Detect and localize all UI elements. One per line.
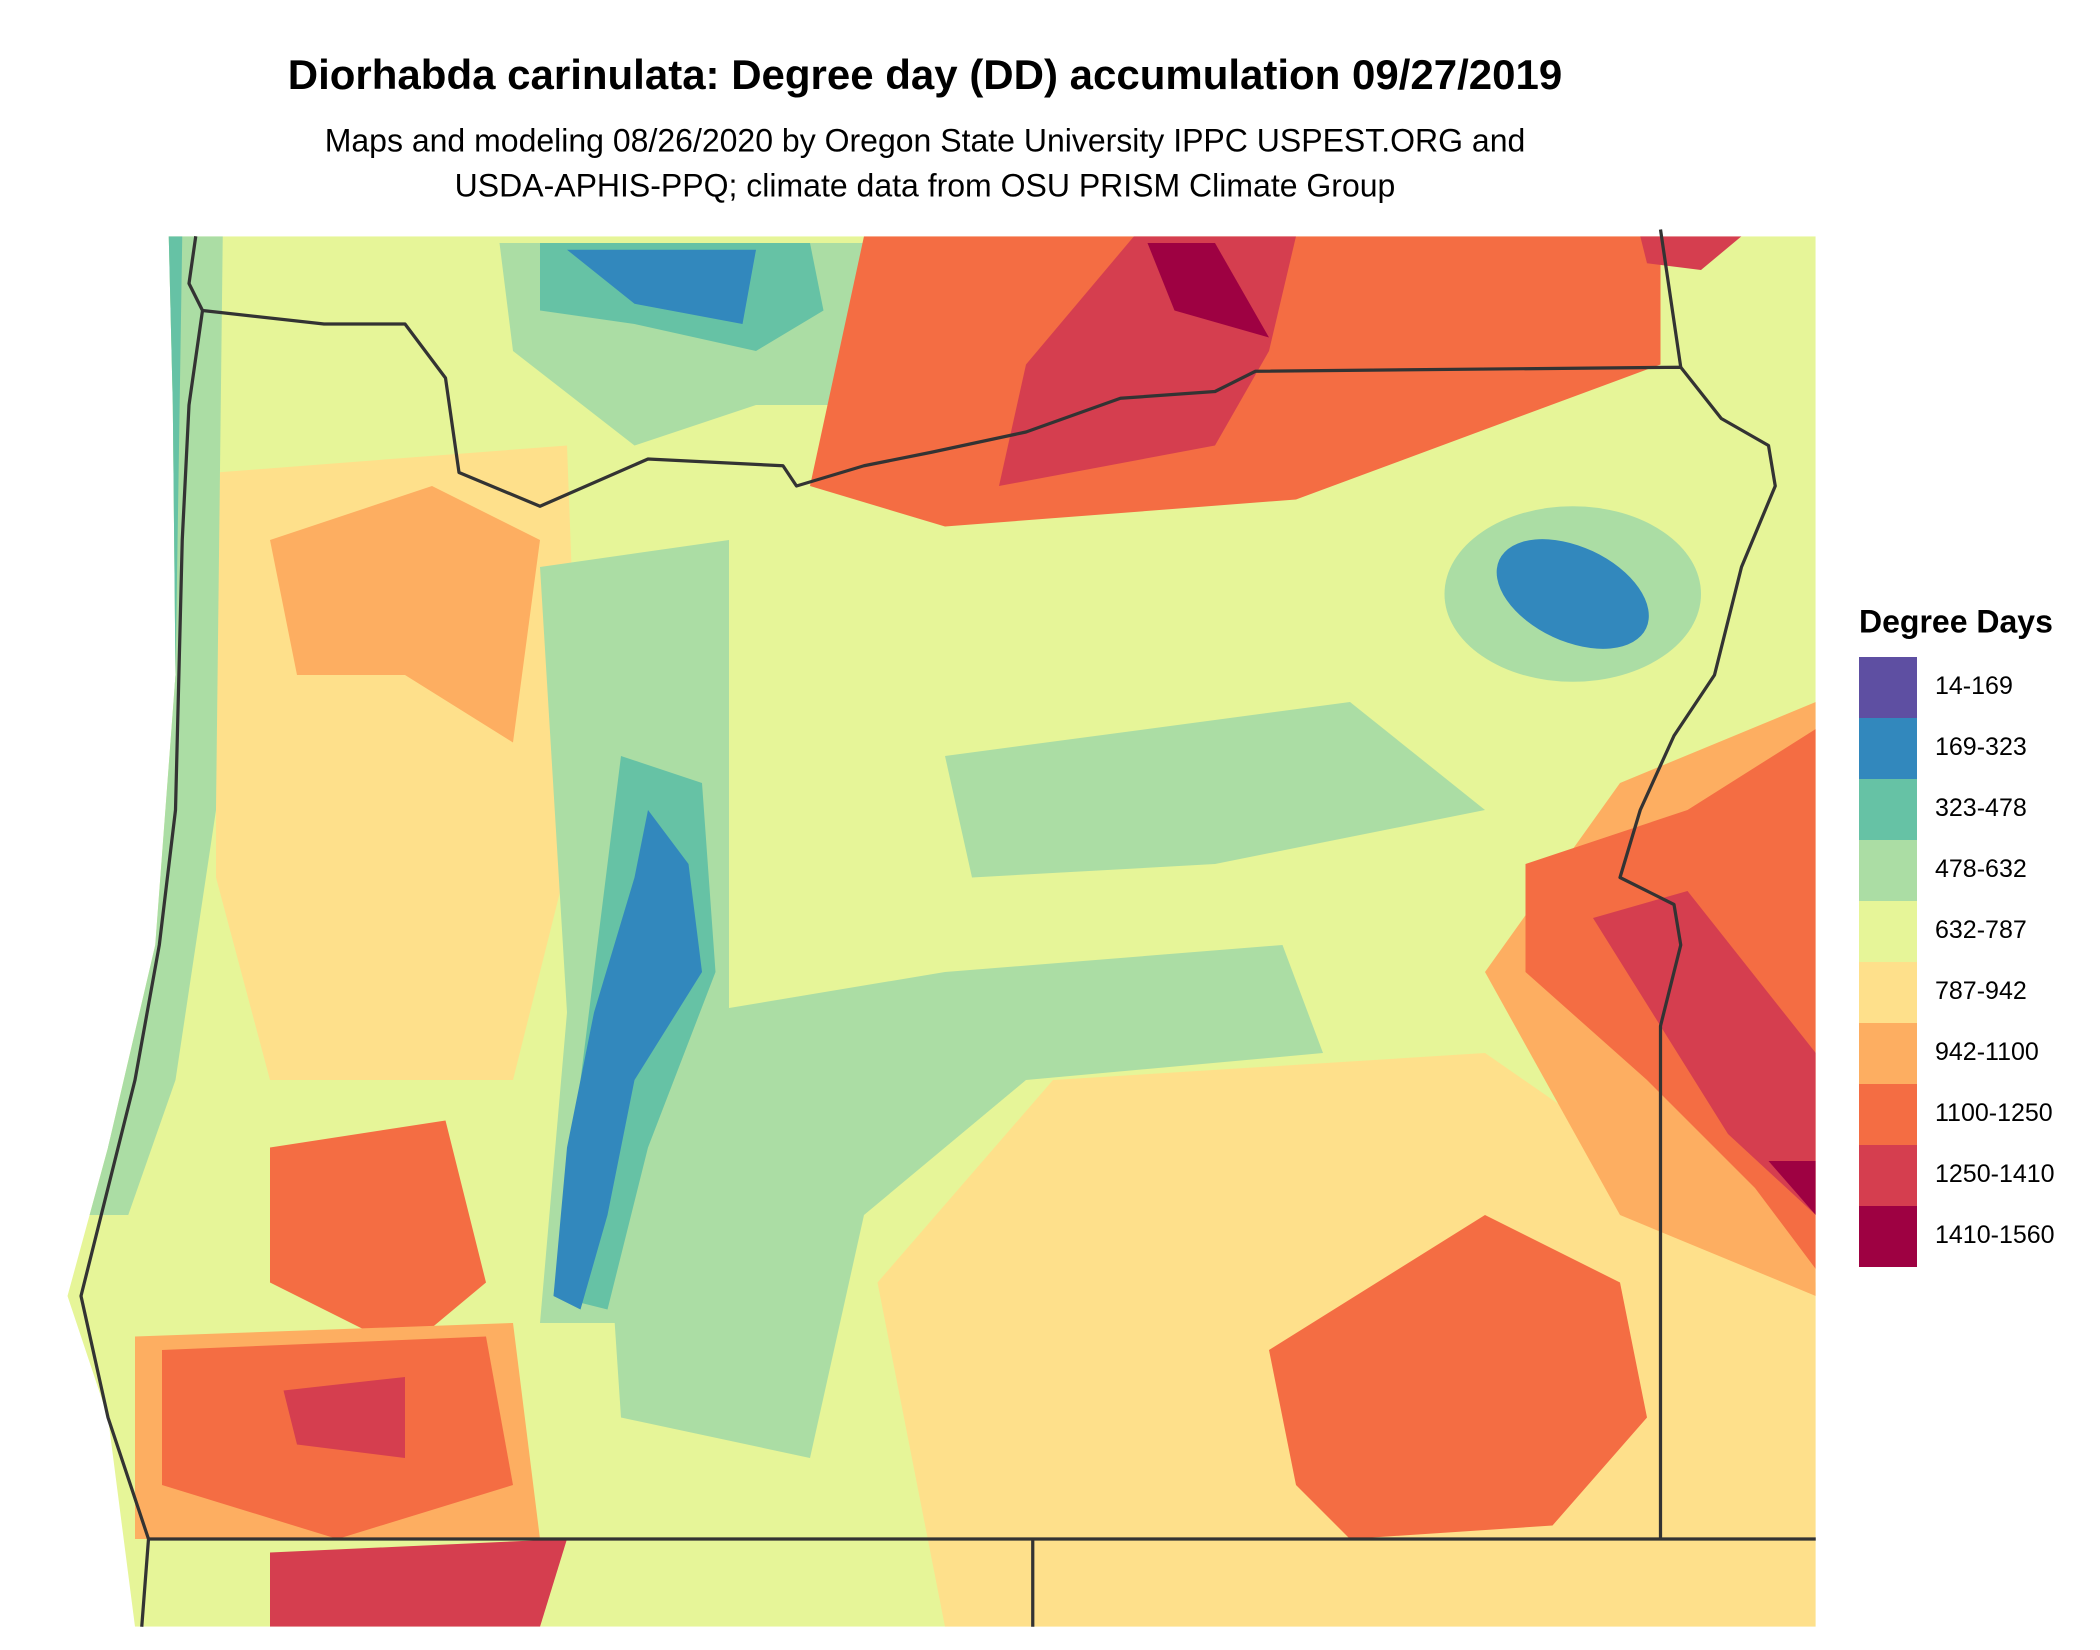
state-border (202, 308, 1777, 1540)
legend-label: 478-632 (1935, 855, 2027, 883)
legend-swatch (1859, 1206, 1917, 1267)
legend-label: 169-323 (1935, 733, 2027, 761)
legend-swatch (1859, 657, 1917, 718)
legend-swatch (1859, 779, 1917, 840)
legend-swatch (1859, 1145, 1917, 1206)
legend-swatch (1859, 1023, 1917, 1084)
legend-swatch (1859, 901, 1917, 962)
legend: Degree Days 14-169 169-323 323-478 478-632 6… (1859, 603, 2055, 1267)
raster (67, 236, 1816, 1627)
legend-label: 1410-1560 (1935, 1221, 2055, 1249)
legend-swatch (1859, 840, 1917, 901)
legend-label: 787-942 (1935, 977, 2027, 1005)
legend-label: 632-787 (1935, 916, 2027, 944)
map-title: Diorhabda carinulata: Degree day (DD) ac… (288, 51, 1562, 98)
legend-label: 1250-1410 (1935, 1160, 2055, 1188)
legend-swatch (1859, 718, 1917, 779)
legend-swatch (1859, 962, 1917, 1023)
map-subtitle: Maps and modeling 08/26/2020 by Oregon S… (325, 122, 1526, 158)
legend-label: 323-478 (1935, 794, 2027, 822)
legend-label: 1100-1250 (1935, 1099, 2053, 1127)
map-subtitle: USDA-APHIS-PPQ; climate data from OSU PR… (455, 167, 1396, 203)
state-border (148, 229, 1816, 1627)
legend-swatch (1859, 1084, 1917, 1145)
legend-label: 942-1100 (1935, 1038, 2039, 1066)
legend-label: 14-169 (1935, 672, 2013, 700)
legend-title: Degree Days (1859, 603, 2053, 639)
map (67, 229, 1816, 1627)
